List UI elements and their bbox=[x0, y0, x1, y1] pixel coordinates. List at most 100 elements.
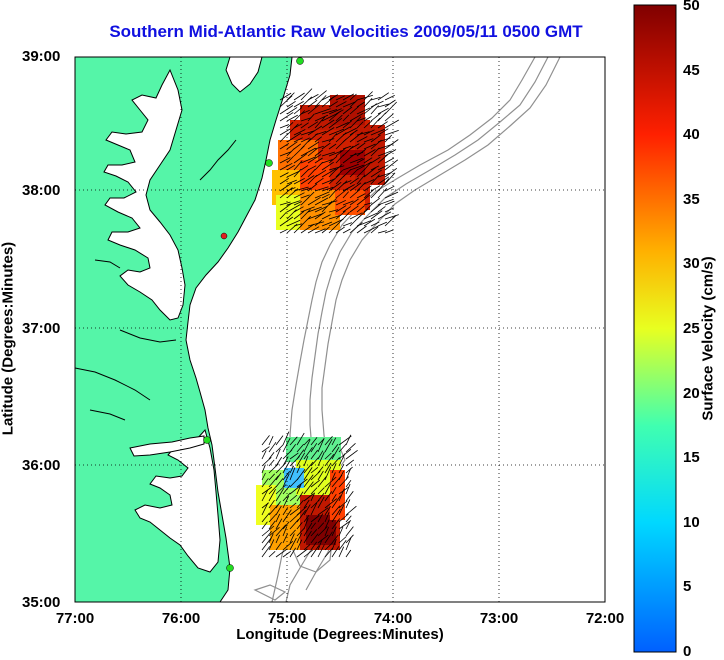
y-axis-label: Latitude (Degrees:Minutes) bbox=[0, 241, 17, 436]
colorbar-tick-label: 35 bbox=[683, 191, 700, 208]
velocity-vector bbox=[307, 221, 325, 227]
velocity-vector bbox=[342, 145, 352, 150]
velocity-vector bbox=[282, 431, 290, 446]
velocity-vector bbox=[363, 204, 372, 213]
velocity-vector bbox=[307, 174, 318, 185]
velocity-vector bbox=[286, 148, 295, 157]
velocity-vector bbox=[303, 481, 314, 495]
velocity-vector bbox=[377, 150, 392, 157]
velocity-vector bbox=[328, 190, 336, 199]
velocity-vector bbox=[275, 541, 282, 551]
velocity-vector bbox=[384, 119, 400, 129]
velocity-vector bbox=[303, 549, 313, 558]
velocity-vector bbox=[363, 138, 374, 143]
delaware-bay bbox=[225, 57, 263, 93]
velocity-vector bbox=[275, 505, 282, 516]
velocity-vector bbox=[282, 484, 291, 495]
velocity-vector bbox=[335, 187, 350, 199]
velocity-vector bbox=[293, 92, 305, 101]
colorbar bbox=[633, 4, 677, 653]
velocity-vector bbox=[342, 145, 354, 157]
velocity-vector bbox=[286, 107, 298, 115]
velocity-vector bbox=[377, 178, 390, 192]
velocity-vector bbox=[307, 183, 318, 192]
velocity-vector bbox=[289, 511, 302, 523]
velocity-vector bbox=[314, 186, 329, 192]
velocity-vector bbox=[342, 163, 359, 171]
velocity-vector bbox=[307, 99, 318, 108]
velocity-vector bbox=[363, 185, 372, 192]
velocity-vector bbox=[275, 548, 288, 558]
velocity-vector bbox=[349, 205, 359, 213]
velocity-vector bbox=[321, 127, 335, 136]
velocity-vector bbox=[300, 147, 316, 157]
velocity-vector bbox=[310, 437, 318, 446]
velocity-vector bbox=[356, 117, 367, 122]
velocity-vector bbox=[307, 121, 319, 129]
velocity-vector bbox=[261, 538, 272, 551]
velocity-vector bbox=[293, 129, 306, 136]
velocity-vector bbox=[377, 121, 388, 129]
velocity-vector bbox=[317, 450, 324, 460]
velocity-vector bbox=[356, 158, 365, 164]
velocity-vector bbox=[335, 205, 347, 213]
velocity-vector bbox=[363, 116, 372, 122]
velocity-vector bbox=[293, 168, 302, 178]
velocity-vector bbox=[328, 168, 338, 178]
radar-site-marker bbox=[265, 159, 273, 167]
velocity-vector bbox=[335, 226, 345, 234]
velocity-vector bbox=[296, 500, 304, 509]
velocity-vector bbox=[345, 534, 354, 544]
x-tick-label: 72:00 bbox=[585, 610, 625, 627]
velocity-vector bbox=[328, 174, 341, 185]
velocity-vector bbox=[310, 466, 319, 474]
velocity-vector bbox=[300, 122, 309, 129]
velocity-vector bbox=[314, 95, 327, 108]
velocity-vector bbox=[349, 164, 365, 171]
velocity-vector bbox=[286, 155, 294, 164]
velocity-vector bbox=[282, 449, 293, 460]
velocity-vector bbox=[261, 546, 271, 558]
velocity-vector bbox=[356, 136, 368, 143]
velocity-vector bbox=[307, 196, 321, 206]
velocity-vector bbox=[345, 434, 352, 446]
velocity-vector bbox=[268, 463, 279, 474]
velocity-vector bbox=[307, 165, 317, 171]
velocity-vector bbox=[314, 149, 323, 157]
velocity-vector bbox=[377, 221, 388, 227]
radar-site-marker bbox=[203, 436, 211, 444]
velocity-vector bbox=[356, 101, 365, 108]
velocity-vector bbox=[279, 201, 291, 206]
velocity-vector bbox=[331, 546, 340, 558]
velocity-vector bbox=[268, 513, 277, 523]
velocity-vectors-north bbox=[279, 88, 400, 234]
velocity-vector bbox=[377, 188, 388, 199]
velocity-vector bbox=[370, 147, 380, 157]
velocity-vector bbox=[286, 209, 297, 220]
velocity-vector bbox=[345, 483, 351, 495]
velocity-vector bbox=[317, 470, 324, 481]
velocity-vector bbox=[321, 142, 331, 150]
velocity-vector bbox=[324, 476, 337, 488]
velocity-vector bbox=[293, 101, 304, 108]
velocity-vector bbox=[286, 123, 299, 136]
velocity-vector bbox=[268, 436, 274, 446]
velocity-vector bbox=[324, 452, 332, 460]
velocity-vector bbox=[321, 168, 337, 178]
velocity-vector bbox=[342, 222, 353, 227]
land-mass bbox=[75, 57, 293, 602]
velocity-vector bbox=[289, 507, 301, 516]
velocity-vector bbox=[279, 151, 292, 157]
velocity-vector bbox=[279, 92, 292, 101]
velocity-vector bbox=[342, 93, 355, 101]
velocity-vector bbox=[363, 129, 375, 136]
velocity-vector bbox=[328, 225, 337, 234]
colorbar-tick-label: 40 bbox=[683, 126, 700, 143]
velocity-vector bbox=[275, 472, 282, 481]
velocity-vector bbox=[293, 153, 308, 164]
velocity-vector bbox=[279, 105, 294, 115]
velocity-vector bbox=[296, 522, 303, 530]
velocity-vector bbox=[286, 92, 295, 101]
radar-site-marker bbox=[226, 564, 234, 572]
velocity-vector bbox=[356, 194, 370, 206]
